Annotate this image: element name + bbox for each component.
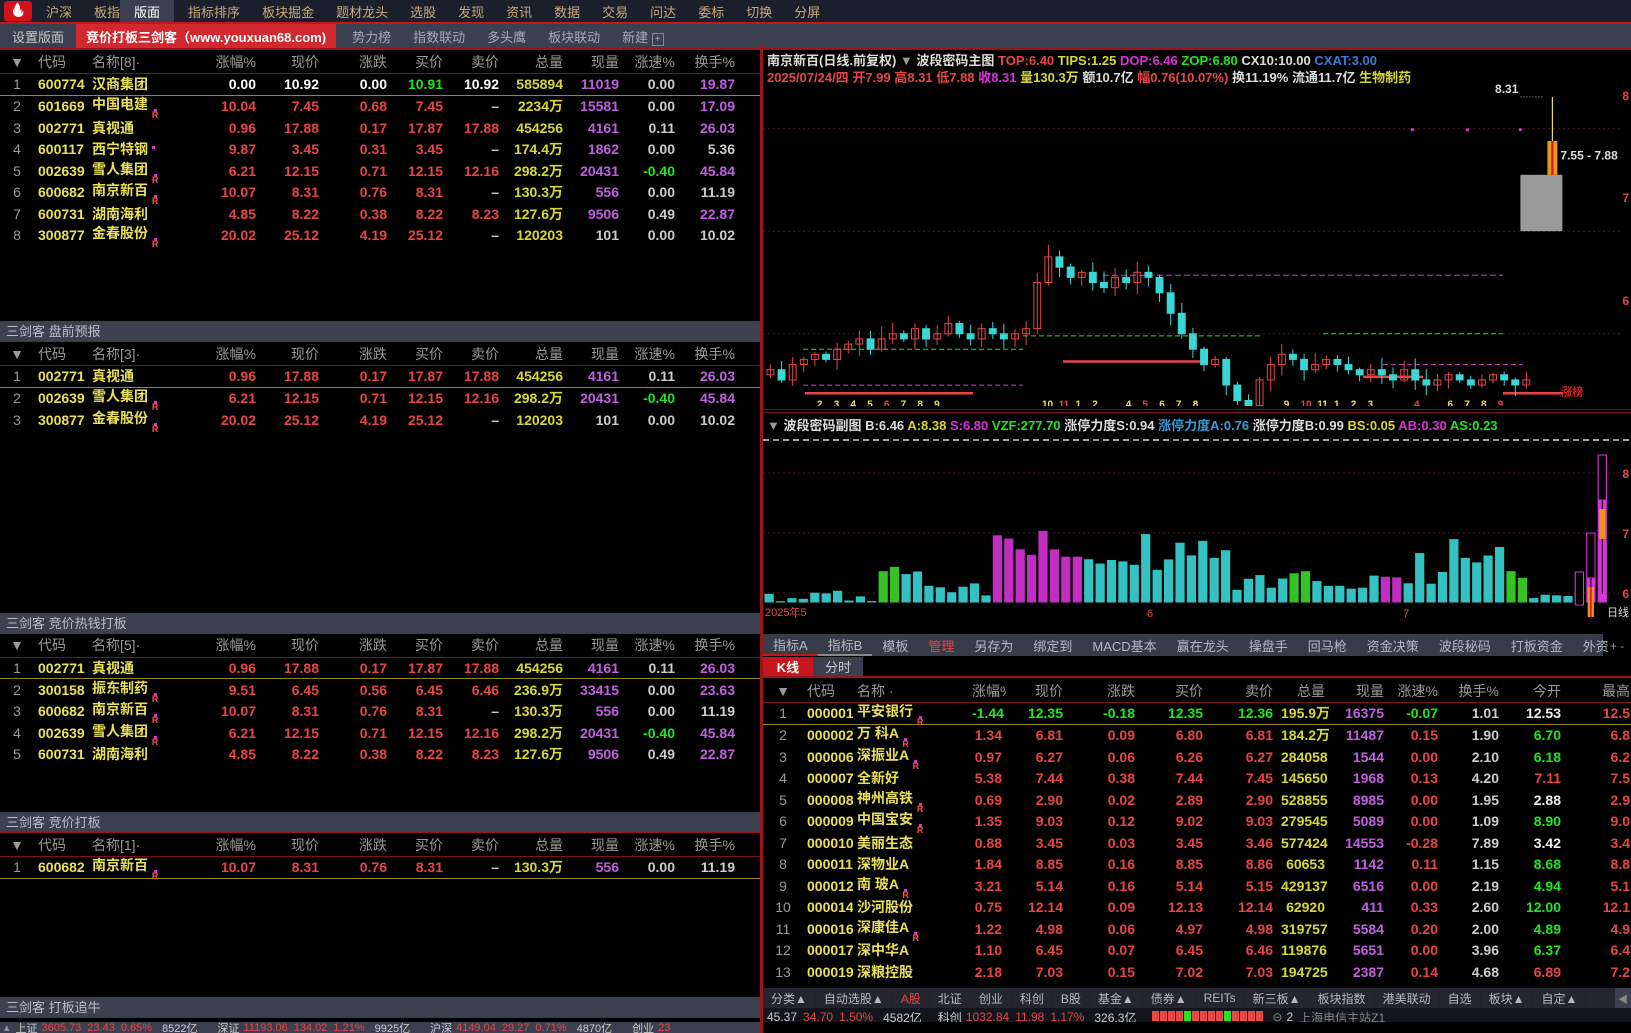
svg-text:2: 2 xyxy=(1092,399,1098,406)
svg-text:8: 8 xyxy=(1481,399,1487,406)
svg-text:8.31: 8.31 xyxy=(1495,84,1519,96)
svg-text:7.55 - 7.88: 7.55 - 7.88 xyxy=(1560,149,1618,163)
svg-text:4: 4 xyxy=(1414,399,1420,406)
svg-text:2: 2 xyxy=(1351,399,1357,406)
svg-text:6: 6 xyxy=(884,399,890,406)
svg-text:5: 5 xyxy=(1142,399,1148,406)
svg-text:1: 1 xyxy=(1076,399,1082,406)
svg-text:4: 4 xyxy=(850,399,856,406)
svg-text:4: 4 xyxy=(1126,399,1132,406)
svg-text:6: 6 xyxy=(1448,399,1454,406)
svg-text:7: 7 xyxy=(901,399,907,406)
svg-text:2: 2 xyxy=(817,399,823,406)
svg-text:8: 8 xyxy=(917,399,923,406)
svg-text:9: 9 xyxy=(1284,399,1290,406)
svg-text:3: 3 xyxy=(1368,399,1374,406)
svg-text:9: 9 xyxy=(934,399,940,406)
svg-text:7: 7 xyxy=(1176,399,1182,406)
svg-text:涨榜: 涨榜 xyxy=(1561,384,1583,398)
svg-text:10: 10 xyxy=(1301,399,1313,406)
svg-text:11: 11 xyxy=(1317,399,1328,406)
svg-text:1: 1 xyxy=(1334,399,1340,406)
svg-text:7: 7 xyxy=(1464,399,1470,406)
svg-text:11: 11 xyxy=(1059,399,1070,406)
svg-text:6: 6 xyxy=(1159,399,1165,406)
svg-text:9: 9 xyxy=(1498,399,1504,406)
svg-text:3: 3 xyxy=(834,399,840,406)
svg-text:8: 8 xyxy=(1193,399,1199,406)
svg-text:10: 10 xyxy=(1042,399,1054,406)
svg-text:5: 5 xyxy=(867,399,873,406)
